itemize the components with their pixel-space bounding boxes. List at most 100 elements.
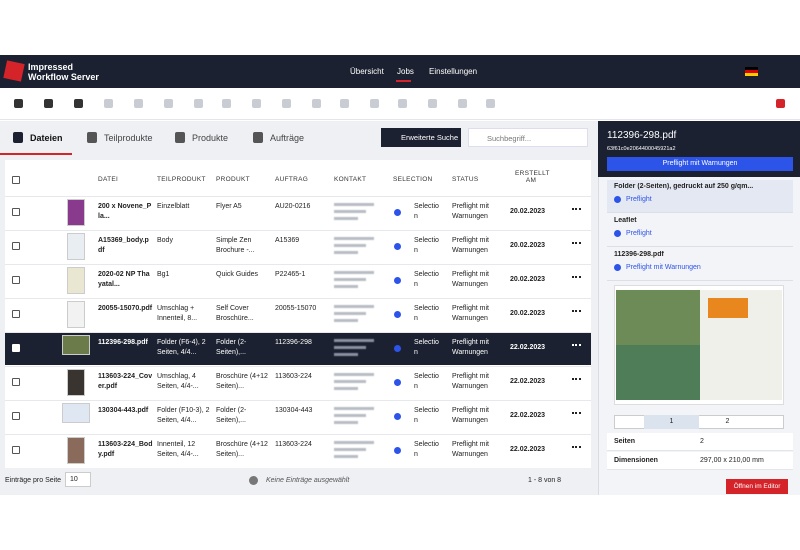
cell: Selection — [414, 441, 439, 458]
contact-blurred — [334, 414, 366, 417]
table-row[interactable] — [5, 196, 591, 229]
cell: Preflight mit Warnungen — [452, 271, 489, 288]
cell: 200 x Novene_Pla... — [98, 203, 152, 220]
advanced-search-button[interactable]: Erweiterte Suche — [381, 128, 461, 147]
checkbox[interactable] — [12, 310, 20, 318]
checkbox[interactable] — [12, 276, 20, 284]
table-row[interactable] — [5, 264, 591, 297]
tab-underline — [0, 153, 72, 155]
column-header[interactable]: PRODUKT — [216, 176, 250, 183]
row-menu[interactable] — [572, 310, 581, 312]
editor-button[interactable]: Öffnen im Editor — [726, 479, 788, 494]
checkbox[interactable] — [12, 378, 20, 386]
row-menu[interactable] — [572, 412, 581, 414]
page-current[interactable]: 1 — [644, 415, 699, 429]
toolbar-icon[interactable] — [14, 99, 23, 108]
tab[interactable]: Produkte — [192, 133, 229, 143]
checkbox[interactable] — [12, 412, 20, 420]
cell: 20.02.2023 — [510, 310, 546, 317]
thumbnail — [67, 301, 85, 328]
nav-link[interactable]: Jobs — [397, 67, 414, 76]
table-row[interactable] — [5, 434, 591, 467]
checkbox[interactable] — [12, 446, 20, 454]
status-dot — [394, 379, 401, 386]
table-row[interactable] — [5, 332, 591, 365]
cell: Simple Zen Brochure -... — [216, 237, 255, 254]
tab-icon[interactable] — [13, 132, 23, 143]
row-menu[interactable] — [572, 208, 581, 210]
section[interactable] — [607, 180, 793, 213]
footer-label: Einträge pro Seite — [5, 477, 62, 484]
cell: 20.02.2023 — [510, 242, 546, 249]
column-header[interactable]: STATUS — [452, 176, 479, 183]
column-header[interactable]: KONTAKT — [334, 176, 367, 183]
contact-blurred — [334, 312, 366, 315]
toolbar-icon[interactable] — [776, 99, 785, 108]
toolbar-icon[interactable] — [458, 99, 467, 108]
cell: Bg1 — [157, 271, 170, 278]
table-row[interactable] — [5, 298, 591, 331]
contact-blurred — [334, 387, 358, 390]
column-header[interactable]: DATEI — [98, 176, 119, 183]
toolbar-icon[interactable] — [74, 99, 83, 108]
tab[interactable]: Aufträge — [270, 133, 305, 143]
checkbox[interactable] — [12, 208, 20, 216]
checkbox[interactable] — [12, 344, 20, 352]
toolbar-icon[interactable] — [398, 99, 407, 108]
row-menu[interactable] — [572, 378, 581, 380]
page-nav[interactable] — [614, 415, 784, 429]
tab[interactable]: Dateien — [30, 133, 63, 143]
checkbox[interactable] — [12, 242, 20, 250]
table-row[interactable] — [5, 400, 591, 433]
section[interactable] — [607, 248, 793, 281]
toolbar-icon[interactable] — [44, 99, 53, 108]
toolbar-icon[interactable] — [194, 99, 203, 108]
column-header[interactable]: ERSTELLT AM — [515, 170, 550, 184]
cell: 20055-15070.pdf — [98, 305, 153, 312]
status-dot — [614, 196, 621, 203]
tab-icon[interactable] — [175, 132, 185, 143]
row-menu[interactable] — [572, 242, 581, 244]
toolbar-icon[interactable] — [252, 99, 261, 108]
toolbar-icon[interactable] — [104, 99, 113, 108]
tab[interactable]: Teilprodukte — [104, 133, 153, 143]
toolbar-icon[interactable] — [282, 99, 291, 108]
status-dot — [394, 243, 401, 250]
page-next[interactable]: 2 — [725, 418, 730, 425]
table-row[interactable] — [5, 366, 591, 399]
toolbar-icon[interactable] — [222, 99, 231, 108]
column-header[interactable]: TEILPRODUKT — [157, 176, 206, 183]
checkbox[interactable] — [12, 176, 20, 184]
toolbar-icon[interactable] — [312, 99, 321, 108]
section[interactable] — [607, 214, 793, 247]
row-menu[interactable] — [572, 344, 581, 346]
toolbar-icon[interactable] — [428, 99, 437, 108]
column-header[interactable]: SELECTION — [393, 176, 433, 183]
cell: Umschlag, 4 Seiten, 4/4-... — [157, 373, 199, 390]
toolbar-icon[interactable] — [486, 99, 495, 108]
column-header[interactable]: AUFTRAG — [275, 176, 309, 183]
cell: P22465-1 — [275, 271, 306, 278]
tab-icon[interactable] — [87, 132, 97, 143]
row-menu[interactable] — [572, 446, 581, 448]
status-button[interactable]: Preflight mit Warnungen — [607, 157, 793, 171]
tab-icon[interactable] — [253, 132, 263, 143]
toolbar-icon[interactable] — [134, 99, 143, 108]
table-row[interactable] — [5, 230, 591, 263]
cell: 112396-298.pdf — [98, 339, 148, 346]
toolbar-icon[interactable] — [340, 99, 349, 108]
toolbar-icon[interactable] — [370, 99, 379, 108]
nav-link[interactable]: Einstellungen — [429, 67, 478, 76]
logo-line: Workflow Server — [28, 72, 99, 82]
search-box[interactable]: Suchbegriff... — [468, 128, 588, 147]
per-page-select[interactable]: 10 — [65, 472, 91, 487]
status-dot — [394, 413, 401, 420]
toolbar-icon[interactable] — [164, 99, 173, 108]
panel-title: 112396-298.pdf — [607, 130, 677, 141]
row-menu[interactable] — [572, 276, 581, 278]
cell: Einzelblatt — [157, 203, 190, 210]
thumbnail — [67, 233, 85, 260]
contact-blurred — [334, 285, 358, 288]
nav-link[interactable]: Übersicht — [350, 67, 384, 76]
